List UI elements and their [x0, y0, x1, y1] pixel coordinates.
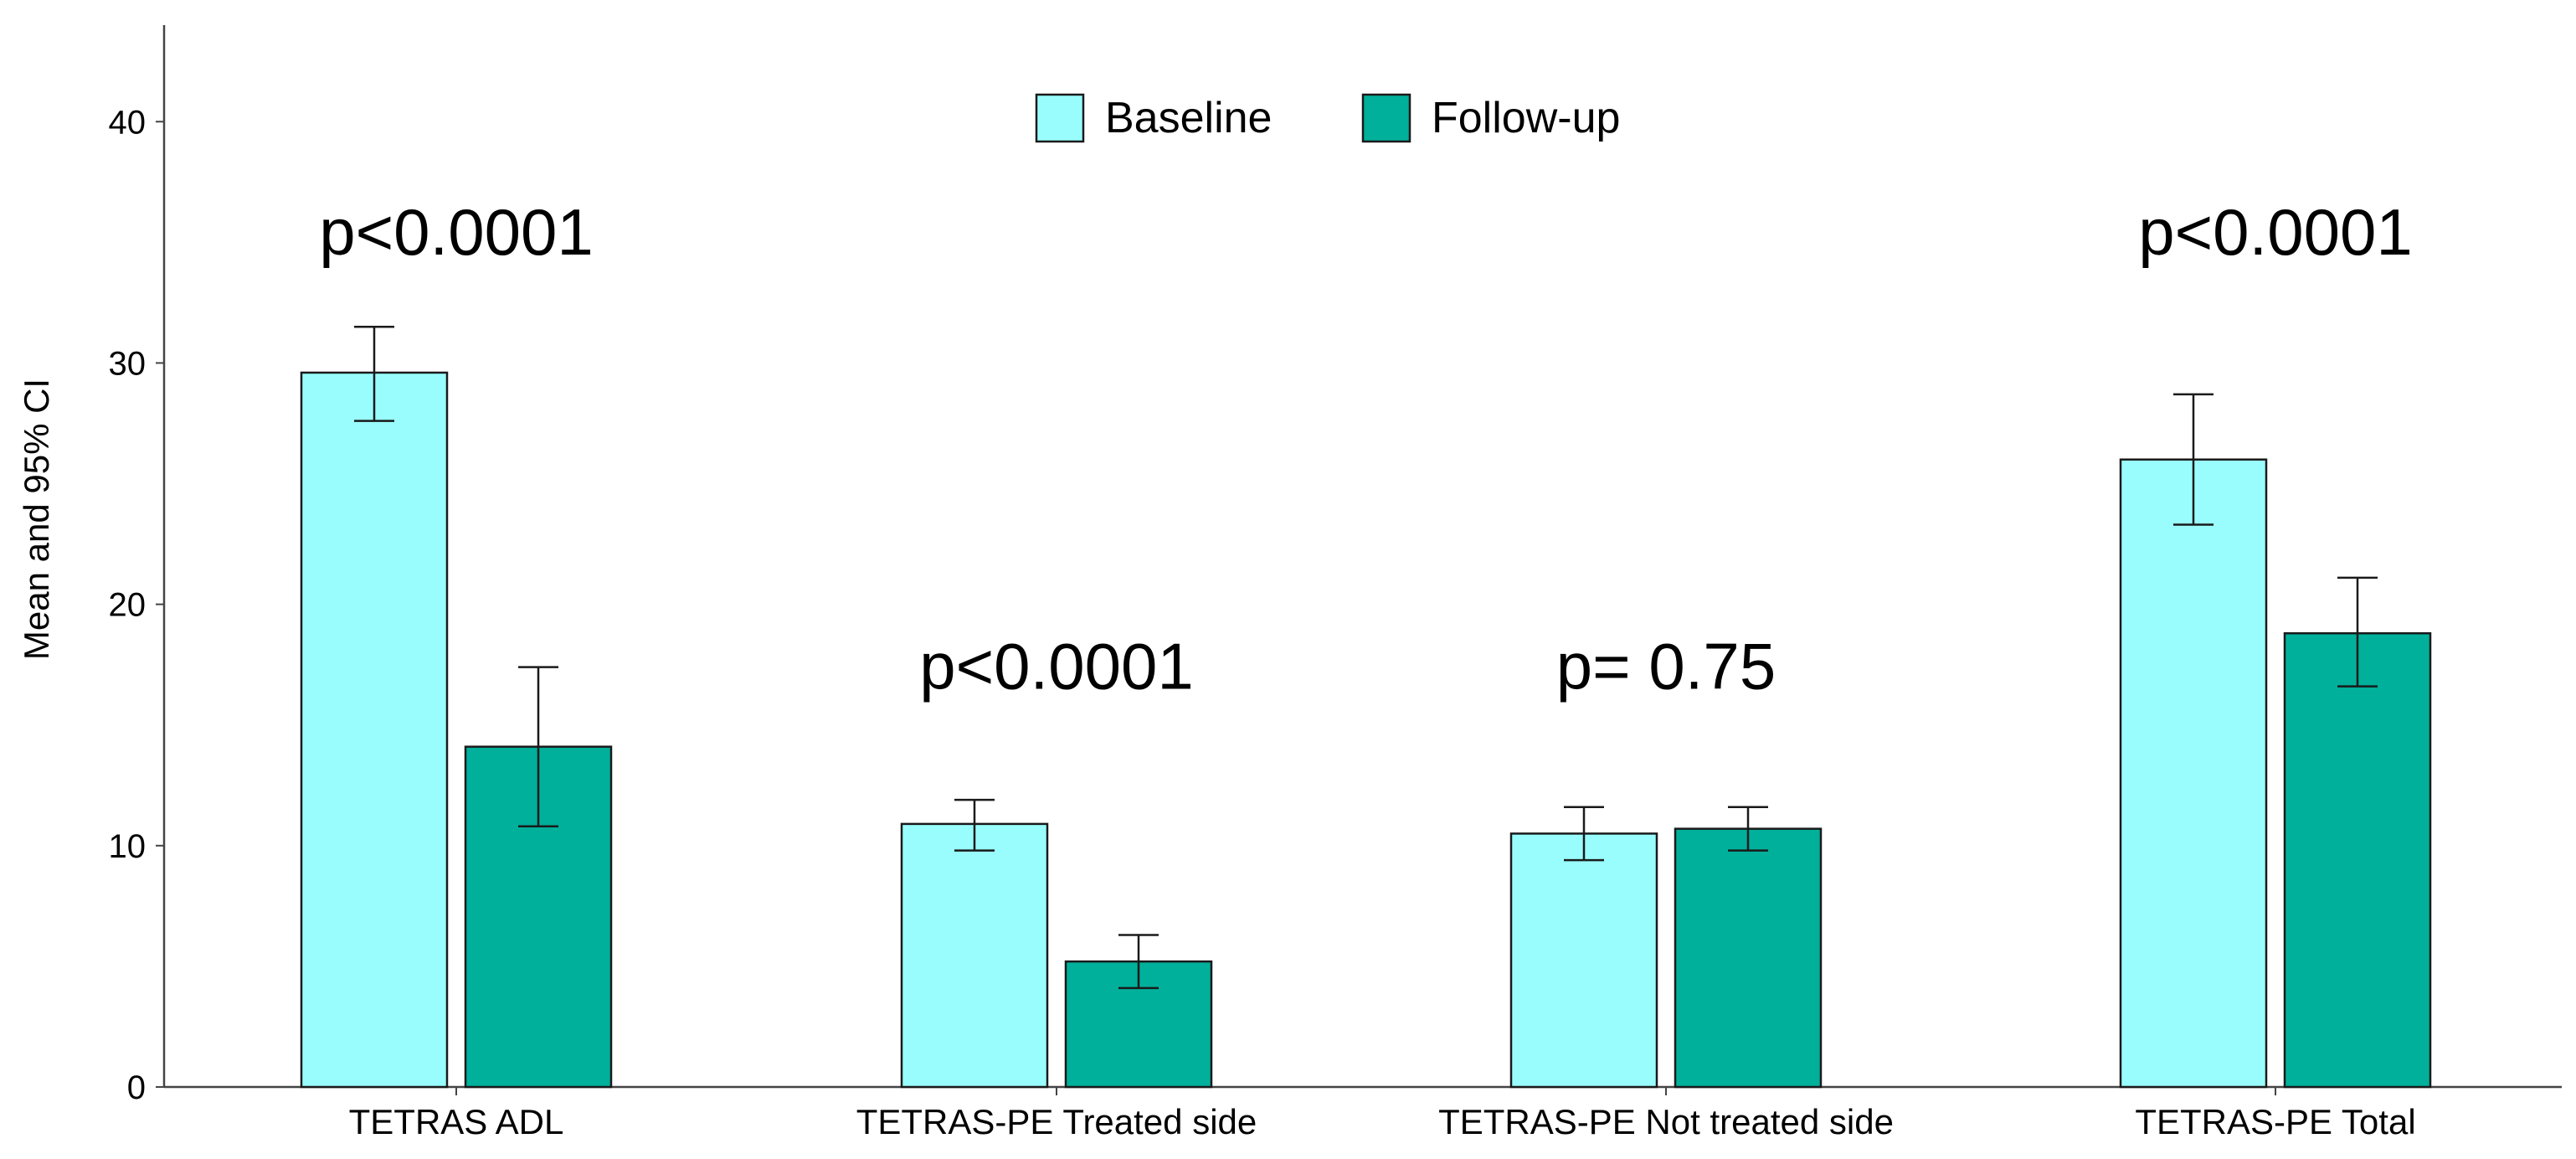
p-value-label: p<0.0001 [319, 195, 594, 269]
p-value-annotations: p<0.0001 p<0.0001 p= 0.75 p<0.0001 [319, 195, 2413, 703]
legend-swatch [1361, 93, 1411, 143]
p-value-label: p<0.0001 [2138, 195, 2413, 269]
category-label: TETRAS-PE Total [2135, 1102, 2415, 1141]
bar-baseline [1509, 832, 1658, 1089]
bar-baseline [900, 822, 1049, 1089]
y-tick-label: 40 [109, 104, 147, 141]
category-labels: TETRAS ADL TETRAS-PE Treated side TETRAS-P… [349, 1087, 2416, 1141]
legend-swatch [1035, 93, 1085, 143]
bar-follow-up [1674, 827, 1823, 1089]
y-axis-ticks: 0 10 20 30 40 [109, 104, 164, 1106]
bar-baseline [300, 371, 449, 1089]
p-value-label: p<0.0001 [919, 630, 1194, 703]
category-label: TETRAS-PE Treated side [856, 1102, 1257, 1141]
y-tick-label: 30 [109, 345, 147, 382]
p-value-label: p= 0.75 [1556, 630, 1776, 703]
legend-label: Baseline [1105, 94, 1272, 142]
y-tick-label: 10 [109, 828, 147, 865]
legend: Baseline Follow-up [1035, 93, 1620, 143]
y-axis-title: Mean and 95% CI [17, 379, 56, 660]
bar-baseline [2119, 458, 2268, 1089]
y-tick-label: 0 [127, 1069, 146, 1106]
error-bars [354, 325, 2378, 990]
bars [300, 371, 2432, 1089]
category-label: TETRAS ADL [349, 1102, 564, 1141]
y-tick-label: 20 [109, 587, 147, 624]
legend-label: Follow-up [1432, 94, 1620, 142]
category-label: TETRAS-PE Not treated side [1438, 1102, 1894, 1141]
bar-follow-up [2283, 631, 2432, 1089]
